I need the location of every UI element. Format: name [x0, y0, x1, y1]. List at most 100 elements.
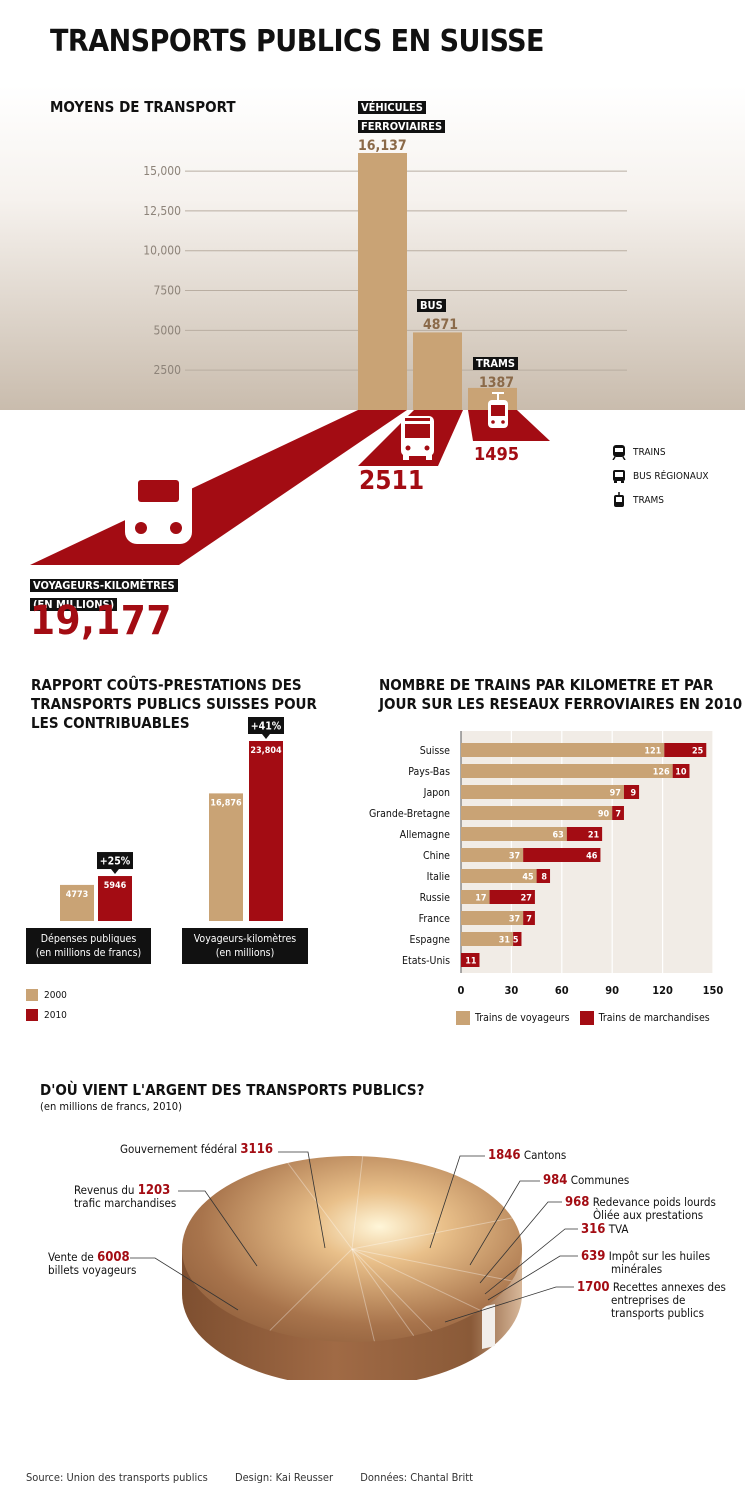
trains-chart: 0 30 60 90 120 150 Suisse 121 25 Pays-Bas 126 10 Ja… — [369, 731, 724, 997]
rapport-group-label-depenses: Dépenses publiques (en millions de franc… — [26, 928, 151, 964]
rapport-change-pointer — [262, 734, 270, 739]
argent-heading: D'OÙ VIENT L'ARGENT DES TRANSPORTS PUBLI… — [40, 1081, 425, 1099]
moyens-bars — [358, 153, 517, 410]
bar-value-trams: 1387 — [479, 375, 515, 391]
pie-label-communes: 984 Communes — [543, 1173, 630, 1188]
rapport-legend-2000: 2000 — [26, 988, 67, 1002]
trains-value-marchandises: 7 — [526, 915, 532, 925]
tram-icon-large — [488, 392, 508, 428]
trains-bar-voyageurs — [461, 827, 567, 841]
trains-category: Italie — [427, 871, 451, 883]
tram-icon — [614, 492, 624, 507]
pie-leader-line — [487, 1255, 578, 1301]
pie-slice — [351, 1248, 512, 1282]
trains-category: Allemagne — [400, 829, 451, 841]
pie-leader-line — [278, 1151, 326, 1249]
pie-label-tva: 316 TVA — [581, 1222, 629, 1237]
footer: Source: Union des transports publics Des… — [26, 1471, 497, 1484]
rapport-value-2000: 4773 — [66, 890, 89, 900]
pie-slice — [351, 1248, 481, 1311]
trains-xtick: 60 — [555, 984, 569, 997]
argent-subheading: (en millions de francs, 2010) — [40, 1100, 182, 1113]
rapport-value-2000: 16,876 — [210, 798, 242, 808]
trains-bar-voyageurs — [461, 806, 613, 820]
pie-slice — [287, 1162, 353, 1250]
vk-bus-value: 2511 — [359, 466, 425, 496]
trains-value-voyageurs: 90 — [598, 810, 610, 820]
trains-category: Etats-Unis — [402, 955, 450, 967]
trains-bar-marchandises — [566, 827, 603, 841]
footer-donnees: Données: Chantal Britt — [360, 1471, 474, 1484]
vk-trams-value: 1495 — [474, 444, 520, 465]
trains-value-marchandises: 5 — [513, 936, 519, 946]
rapport-bar-2000 — [60, 884, 94, 921]
trains-value-marchandises: 25 — [692, 747, 704, 757]
pie-slice — [351, 1156, 364, 1250]
trains-value-voyageurs: 31 — [499, 936, 511, 946]
trains-bar-voyageurs — [461, 785, 624, 799]
trains-category: Grande-Bretagne — [369, 808, 450, 820]
legend-marchandises: Trains de marchandises — [598, 1012, 710, 1024]
moyens-gridlines: 2500 5000 7500 10,000 12,500 15,000 — [143, 164, 627, 377]
moyens-ytick: 5000 — [154, 323, 182, 337]
rapport-bar-2000 — [209, 793, 243, 921]
trains-category: Russie — [420, 892, 451, 904]
pie-label-redevance: 968 Redevance poids lourds Òliée aux pres… — [565, 1195, 716, 1222]
legend-voyageurs: Trains de voyageurs — [475, 1012, 570, 1024]
trains-category: France — [419, 913, 451, 925]
pie-label-marchandises: Revenus du 1203 trafic marchandises — [74, 1183, 177, 1210]
trains-category: Pays-Bas — [408, 766, 450, 778]
bar-value-ferroviaires: 16,137 — [358, 138, 407, 154]
trains-value-marchandises: 7 — [615, 810, 621, 820]
trains-bar-voyageurs — [461, 848, 524, 862]
trains-bar-marchandises — [623, 785, 640, 799]
rapport-change-label: +25% — [100, 856, 131, 868]
pie-leader-line — [479, 1201, 562, 1284]
pie-slice — [351, 1248, 433, 1332]
pie-leader-line — [429, 1155, 485, 1249]
pie-leader-line — [484, 1228, 578, 1295]
trains-bar-marchandises — [664, 743, 707, 757]
vk-trains-value: 19,177 — [30, 598, 172, 644]
moyens-ytick: 15,000 — [143, 164, 181, 178]
trains-xtick: 150 — [703, 984, 724, 997]
pie-label-federal: Gouvernement fédéral 3116 — [120, 1142, 273, 1157]
pie-slice — [351, 1217, 513, 1250]
footer-design: Design: Kai Reusser — [234, 1471, 334, 1484]
trains-legend: Trains de voyageurs Trains de marchandis… — [456, 1011, 710, 1025]
rapport-group-label-voyageurs: Voyageurs-kilomètres (en millions) — [182, 928, 308, 964]
pie-side-cut — [482, 1304, 495, 1349]
rapport-legend: 2000 2010 — [26, 988, 67, 1022]
trains-bar-marchandises — [672, 764, 690, 778]
pie-chart — [130, 1151, 578, 1380]
moyens-ytick: 12,500 — [143, 204, 181, 218]
pie-leader-line — [444, 1286, 574, 1323]
trains-value-voyageurs: 45 — [522, 873, 534, 883]
bar-label-ferroviaires: VÉHICULES FERROVIAIRES 16,137 — [358, 96, 446, 154]
moyens-heading: MOYENS DE TRANSPORT — [50, 98, 236, 116]
legend-trains: TRAINS — [612, 444, 709, 460]
trains-value-marchandises: 11 — [465, 957, 477, 967]
moyens-legend: TRAINS BUS RÉGIONAUX TRAMS — [612, 444, 709, 508]
pie-slice — [351, 1248, 415, 1336]
moyens-ytick: 2500 — [154, 363, 182, 377]
trains-value-voyageurs: 97 — [610, 789, 621, 799]
page-title: TRANSPORTS PUBLICS EN SUISSE — [50, 24, 544, 59]
trains-value-voyageurs: 126 — [653, 768, 670, 778]
pie-leader-line — [178, 1190, 258, 1267]
trains-heading: NOMBRE DE TRAINS PAR KILOMETRE ET PAR JO… — [379, 676, 743, 713]
vk-trains-band — [30, 410, 407, 565]
moyens-ytick: 10,000 — [143, 244, 181, 258]
trains-bar-voyageurs — [461, 869, 537, 883]
rapport-value-2010: 5946 — [104, 881, 127, 891]
trains-category: Suisse — [420, 745, 450, 757]
bus-icon-large — [401, 416, 434, 460]
trains-value-marchandises: 8 — [541, 873, 547, 883]
trains-xtick: 0 — [458, 984, 465, 997]
train-icon-large — [125, 454, 192, 544]
bar-label-bus: BUS 4871 — [417, 294, 458, 333]
pie-leader-line — [130, 1257, 239, 1311]
trains-value-marchandises: 9 — [630, 789, 636, 799]
rapport-change-label: +41% — [251, 721, 282, 733]
bus-icon — [613, 470, 625, 483]
